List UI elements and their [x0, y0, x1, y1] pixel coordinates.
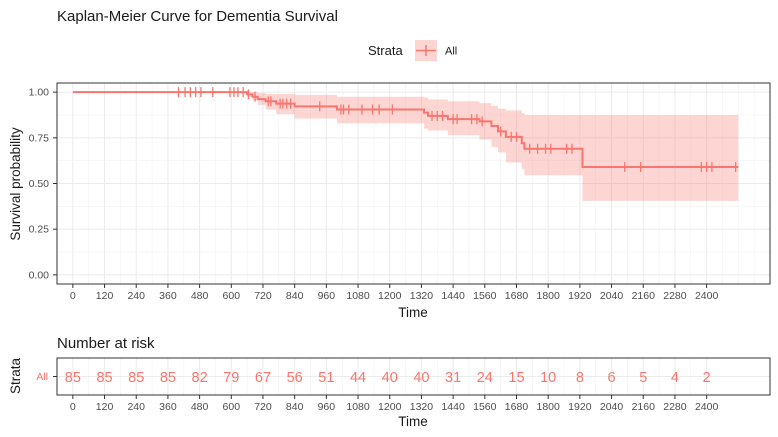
- y-tick-label: 0.75: [29, 132, 50, 144]
- risk-x-tick-label: 1440: [441, 401, 465, 413]
- y-tick-label: 0.25: [29, 224, 50, 236]
- risk-x-tick-label: 2160: [632, 401, 656, 413]
- x-tick-label: 720: [254, 290, 272, 302]
- x-tick-label: 0: [70, 290, 76, 302]
- chart-title: Kaplan-Meier Curve for Dementia Survival: [57, 8, 338, 25]
- censor-marks-layer: [177, 87, 737, 173]
- x-tick-label: 1080: [346, 290, 370, 302]
- confidence-band: [72, 92, 739, 201]
- risk-x-tick-label: 1200: [378, 401, 402, 413]
- risk-y-axis-title: Strata: [8, 358, 23, 395]
- risk-table-values: 85 85 85 85 82 79 67 56 51 44 40 40 31 24 15 10 8 6 5 4 2: [65, 370, 711, 386]
- risk-count: 40: [382, 370, 398, 386]
- y-tick-label: 0.50: [29, 178, 50, 190]
- x-tick-label: 1920: [568, 290, 592, 302]
- risk-x-tick-label: 2400: [695, 401, 719, 413]
- main-plot-axes: 0 120 240 360 480 600 720 840 960 1080 1200 1320 144…: [29, 87, 719, 302]
- risk-table-axes: 0 120 240 360 480 600 720 840 960 1080 1200 1320 144…: [53, 376, 719, 413]
- legend: Strata All: [368, 40, 457, 61]
- risk-count: 79: [223, 370, 239, 386]
- confidence-band-layer: [72, 92, 739, 201]
- risk-x-tick-label: 720: [254, 401, 272, 413]
- risk-table-title: Number at risk: [57, 335, 155, 352]
- risk-x-tick-label: 1920: [568, 401, 592, 413]
- x-tick-label: 1560: [473, 290, 497, 302]
- x-tick-label: 840: [286, 290, 304, 302]
- risk-x-tick-label: 1320: [410, 401, 434, 413]
- risk-x-tick-label: 360: [159, 401, 177, 413]
- survival-curve: [72, 91, 739, 169]
- y-tick-label: 0.00: [29, 269, 50, 281]
- risk-count: 85: [65, 370, 81, 386]
- risk-count: 56: [287, 370, 303, 386]
- risk-count: 2: [703, 370, 711, 386]
- y-tick-label: 1.00: [29, 87, 50, 99]
- risk-count: 82: [192, 370, 208, 386]
- risk-count: 6: [608, 370, 616, 386]
- x-tick-label: 960: [318, 290, 336, 302]
- risk-x-tick-label: 1800: [536, 401, 560, 413]
- risk-count: 85: [160, 370, 176, 386]
- risk-x-tick-label: 2280: [663, 401, 687, 413]
- risk-table-grid: [57, 358, 770, 395]
- x-tick-label: 600: [223, 290, 241, 302]
- risk-count: 15: [508, 370, 524, 386]
- risk-x-tick-label: 2040: [600, 401, 624, 413]
- risk-x-tick-label: 240: [127, 401, 145, 413]
- risk-x-tick-label: 480: [191, 401, 209, 413]
- risk-x-tick-label: 840: [286, 401, 304, 413]
- x-tick-label: 2040: [600, 290, 624, 302]
- x-tick-label: 1440: [441, 290, 465, 302]
- risk-strata-label: All: [36, 371, 48, 383]
- x-tick-label: 480: [191, 290, 209, 302]
- risk-count: 4: [671, 370, 679, 386]
- x-tick-label: 2400: [695, 290, 719, 302]
- risk-x-tick-label: 1680: [505, 401, 529, 413]
- risk-x-tick-label: 1560: [473, 401, 497, 413]
- risk-count: 5: [639, 370, 647, 386]
- risk-count: 67: [255, 370, 271, 386]
- main-plot-grid: [56, 83, 770, 284]
- risk-x-tick-label: 0: [70, 401, 76, 413]
- risk-count: 85: [128, 370, 144, 386]
- x-tick-label: 1320: [410, 290, 434, 302]
- risk-count: 51: [318, 370, 334, 386]
- x-tick-label: 240: [127, 290, 145, 302]
- x-tick-label: 2160: [632, 290, 656, 302]
- legend-label-all: All: [445, 46, 457, 58]
- risk-x-tick-label: 1080: [346, 401, 370, 413]
- risk-count: 24: [477, 370, 493, 386]
- risk-count: 40: [413, 370, 429, 386]
- risk-x-tick-label: 600: [223, 401, 241, 413]
- legend-title: Strata: [368, 43, 403, 58]
- x-tick-label: 1680: [505, 290, 529, 302]
- risk-count: 85: [96, 370, 112, 386]
- risk-x-tick-label: 960: [318, 401, 336, 413]
- y-axis-title: Survival probability: [8, 127, 23, 241]
- risk-count: 10: [540, 370, 556, 386]
- x-tick-label: 1200: [378, 290, 402, 302]
- risk-x-tick-label: 120: [96, 401, 114, 413]
- risk-count: 31: [445, 370, 461, 386]
- x-tick-label: 2280: [663, 290, 687, 302]
- risk-count: 44: [350, 370, 366, 386]
- x-axis-title: Time: [398, 305, 428, 320]
- x-tick-label: 120: [96, 290, 114, 302]
- risk-x-axis-title: Time: [398, 414, 428, 429]
- survival-curve-layer: [72, 91, 739, 169]
- x-tick-label: 360: [159, 290, 177, 302]
- x-tick-label: 1800: [536, 290, 560, 302]
- risk-count: 8: [576, 370, 584, 386]
